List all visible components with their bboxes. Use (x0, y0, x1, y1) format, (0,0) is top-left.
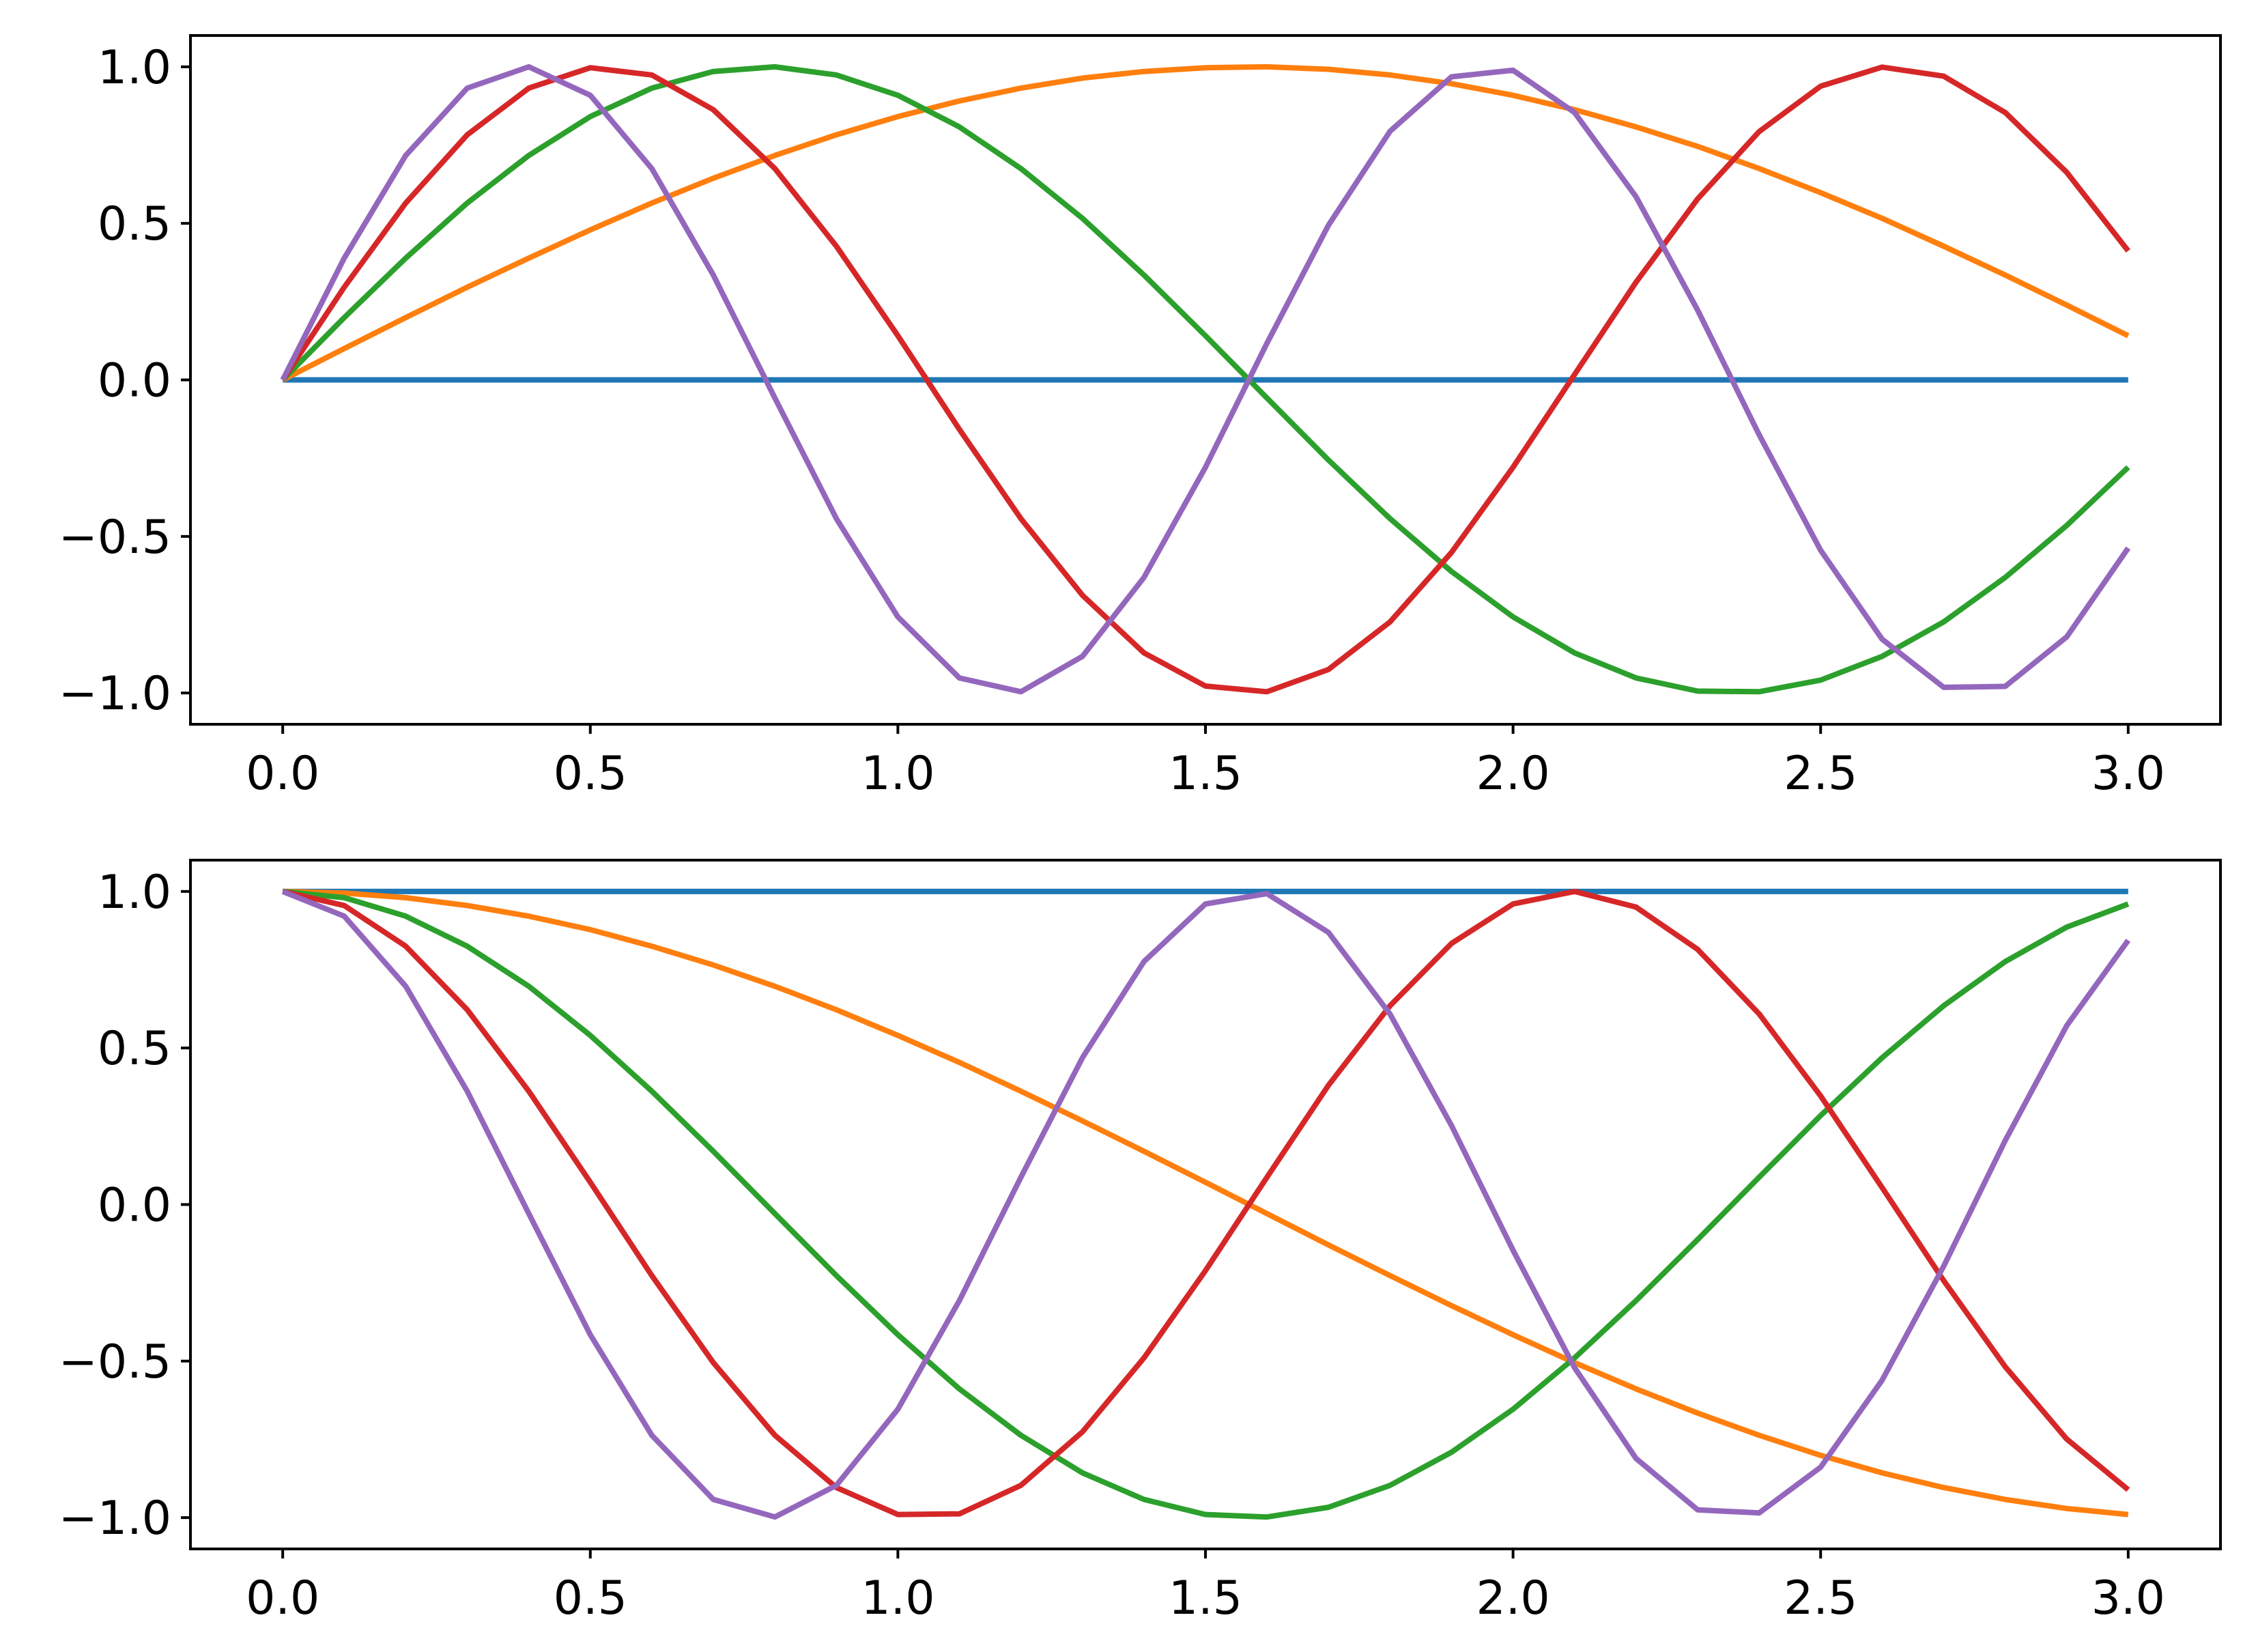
bottom-axes-lines (281, 888, 2131, 1520)
bottom-axes-x-ticks: 0.0 0.5 1.0 1.5 2.0 2.5 3.0 (246, 1549, 2165, 1625)
bottom-y-tick-label: 1.0 (98, 866, 171, 920)
top-axes-lines (280, 63, 2131, 695)
top-x-tick-label: 0.5 (554, 747, 627, 801)
bottom-y-tick-label: 0.5 (98, 1022, 171, 1076)
top-x-tick-label: 3.0 (2091, 747, 2165, 801)
bottom-x-tick-label: 3.0 (2091, 1571, 2165, 1625)
top-y-tick-label: −1.0 (59, 667, 171, 721)
top-axes: 0.0 0.5 1.0 1.5 2.0 2.5 3.0 1.0 0.5 0.0 −0.5 −1.0 (59, 34, 2222, 801)
bottom-x-tick-label: 0.0 (246, 1571, 319, 1625)
bottom-x-tick-label: 1.5 (1169, 1571, 1242, 1625)
top-y-tick-label: 0.0 (98, 354, 171, 408)
top-series-line-3 (281, 63, 2130, 695)
bottom-y-tick-label: 0.0 (98, 1179, 171, 1233)
bottom-axes: 0.0 0.5 1.0 1.5 2.0 2.5 3.0 1.0 0.5 0.0 −0.5 −1.0 (59, 859, 2222, 1625)
bottom-axes-y-ticks: 1.0 0.5 0.0 −0.5 −1.0 (59, 866, 190, 1546)
top-x-tick-label: 1.0 (861, 747, 934, 801)
bottom-series-line-3 (282, 888, 2130, 1520)
bottom-x-tick-label: 1.0 (861, 1571, 934, 1625)
bottom-series-line-2 (283, 888, 2129, 1518)
top-axes-x-ticks: 0.0 0.5 1.0 1.5 2.0 2.5 3.0 (246, 724, 2165, 801)
top-series-line-2 (281, 63, 2130, 383)
top-series-line-4 (280, 64, 2130, 695)
bottom-x-tick-label: 2.0 (1476, 1571, 1550, 1625)
top-x-tick-label: 0.0 (246, 747, 319, 801)
top-axes-y-ticks: 1.0 0.5 0.0 −0.5 −1.0 (59, 41, 190, 721)
bottom-series-line-4 (282, 888, 2130, 1518)
bottom-y-tick-label: −1.0 (59, 1492, 171, 1546)
top-x-tick-label: 2.0 (1476, 747, 1550, 801)
top-series-line-5 (280, 63, 2131, 695)
top-y-tick-label: 0.5 (98, 197, 171, 251)
bottom-series-line-5 (281, 889, 2131, 1520)
bottom-y-tick-label: −0.5 (59, 1335, 171, 1389)
top-x-tick-label: 1.5 (1169, 747, 1242, 801)
bottom-x-tick-label: 0.5 (554, 1571, 627, 1625)
top-y-tick-label: 1.0 (98, 41, 171, 95)
top-x-tick-label: 2.5 (1784, 747, 1857, 801)
top-y-tick-label: −0.5 (59, 511, 171, 565)
bottom-x-tick-label: 2.5 (1784, 1571, 1857, 1625)
